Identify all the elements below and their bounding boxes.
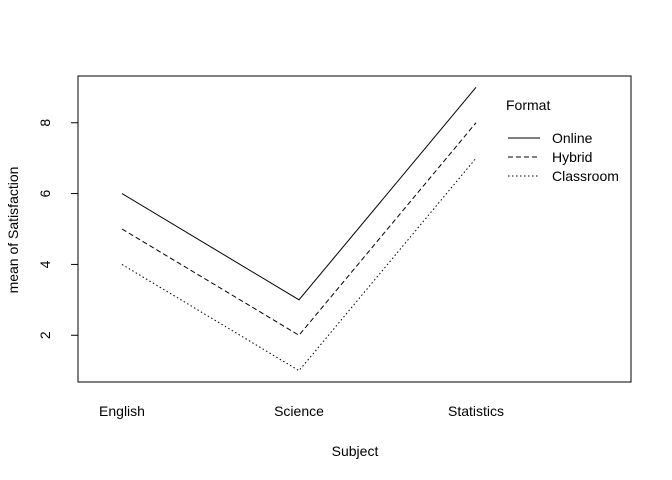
y-axis-label: mean of Satisfaction <box>5 167 21 294</box>
series-line-hybrid <box>121 122 477 336</box>
x-tick-label: Science <box>274 403 324 419</box>
y-tick-label: 8 <box>37 119 53 127</box>
series-line-online <box>121 87 477 301</box>
series-line-classroom <box>121 157 477 372</box>
x-tick-label: Statistics <box>448 403 504 419</box>
x-axis-label: Subject <box>332 443 379 459</box>
legend-label-online: Online <box>552 130 593 146</box>
y-tick-label: 6 <box>37 189 53 197</box>
legend-label-classroom: Classroom <box>552 168 619 184</box>
legend-label-hybrid: Hybrid <box>552 149 592 165</box>
y-tick-label: 2 <box>37 331 53 339</box>
y-tick-label: 4 <box>37 260 53 268</box>
x-tick-label: English <box>99 403 145 419</box>
legend: Format Online Hybrid Classroom <box>506 97 619 184</box>
y-axis: 2 4 6 8 <box>37 119 79 339</box>
series-lines <box>121 87 477 372</box>
legend-title: Format <box>506 97 550 113</box>
plot-frame <box>77 75 632 383</box>
x-axis-tick-labels: English Science Statistics <box>99 403 504 419</box>
